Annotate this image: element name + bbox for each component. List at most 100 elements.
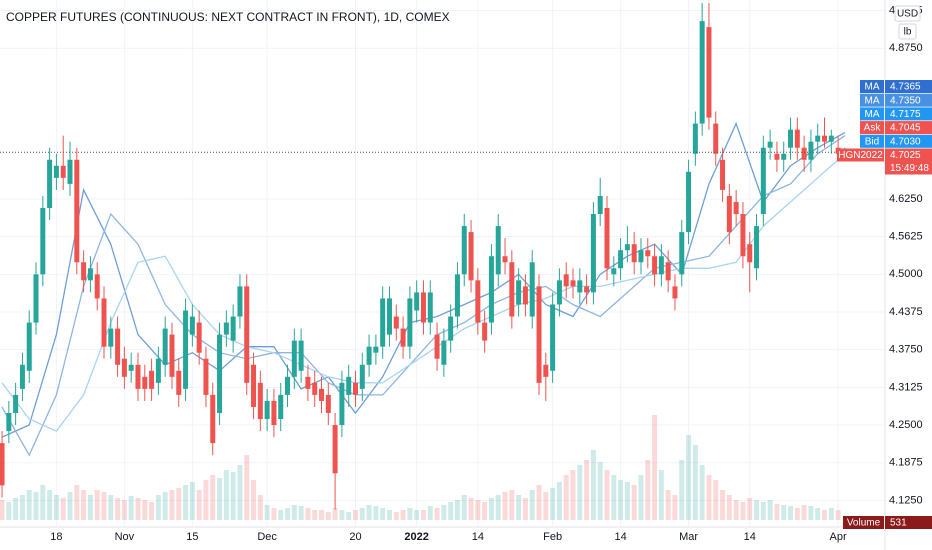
volume-bar [468,498,474,520]
candle-body [251,364,257,407]
volume-bar [543,492,549,520]
y-tick-label: 4.3750 [889,344,923,356]
volume-bar [400,510,406,520]
volume-bar [115,498,121,520]
volume-bar [774,504,780,520]
volume-bar [665,490,671,520]
volume-bar [135,498,141,520]
volume-bar [781,505,787,520]
ma-line [1,153,846,432]
candle-body [713,123,719,154]
volume-bar [40,485,46,520]
candle-body [760,147,766,215]
price-tag-box [885,134,932,148]
price-tag-value: 4.7025 [890,150,921,161]
volume-bar [502,492,508,520]
candle-layer [0,3,848,510]
volume-bar [210,475,216,520]
candle-body [624,244,630,251]
volume-bar [352,510,358,520]
volume-bar [162,492,168,520]
volume-bar [604,470,610,520]
volume-bar [516,495,522,520]
volume-bar [420,510,426,520]
volume-bar [237,465,243,520]
candle-body [237,286,243,317]
candle-body [359,364,365,389]
volume-bar [536,485,542,520]
candle-body [441,340,447,365]
volume-bar [305,508,311,520]
candle-body [108,328,114,347]
candle-body [726,195,732,233]
candle-body [0,443,5,486]
volume-bar [339,510,345,520]
volume-bar [590,450,596,520]
y-tick-label: 4.1875 [889,457,923,469]
candle-body [339,382,345,426]
candle-body [244,286,250,383]
volume-bar [60,498,66,520]
candle-body [556,280,562,305]
volume-bar [169,490,175,520]
volume-name-box [843,516,884,529]
candle-body [597,195,603,215]
volume-bar [556,482,562,520]
candle-body [325,394,331,413]
candle-body [6,412,12,432]
volume-bar [645,460,651,520]
candle-body [373,346,379,353]
volume-bar [155,495,161,520]
candle-body [203,358,209,395]
unit-label[interactable]: lb [904,27,912,38]
volume-value: 531 [890,518,907,529]
unit-button[interactable] [898,23,917,40]
volume-bar [454,500,460,520]
currency-label[interactable]: USD [897,9,918,20]
volume-bar [461,495,467,520]
currency-button[interactable] [894,5,921,22]
candle-body [400,328,406,347]
volume-bar [278,510,284,520]
candle-body [26,322,32,371]
candle-body [679,232,685,275]
candle-body [720,159,726,190]
price-tag-name-box [860,134,884,148]
volume-bar [482,502,488,520]
candle-body [271,400,277,426]
candle-body [658,256,664,275]
candle-body [67,159,73,184]
y-tick-label: 4.6250 [889,193,923,205]
x-tick-label: 20 [349,531,361,543]
candle-body [468,232,474,281]
volume-bar [733,500,739,520]
x-tick-label: Mar [679,531,698,543]
volume-bar [217,478,223,520]
volume-bar [325,512,331,520]
y-tick-label: 4.8750 [889,42,923,54]
price-tag-name: HGN2022 [838,150,883,161]
volume-bar [407,508,413,520]
volume-bar [427,506,433,520]
candle-body [257,382,263,420]
price-tag-name: Ask [864,123,882,134]
candle-body [590,214,596,293]
candle-body [536,286,542,383]
candle-body [13,394,19,413]
candle-body [386,298,392,335]
candle-body [94,274,100,299]
y-tick-label: 4.5000 [889,268,923,280]
volume-bar [87,495,93,520]
x-tick-label: Dec [257,531,277,543]
volume-bar [835,510,841,520]
candle-body [40,208,46,275]
x-tick-label: 14 [744,531,756,543]
volume-bar [244,455,250,520]
candle-body [74,159,80,263]
candle-body [312,382,318,395]
candle-body [822,135,828,142]
candle-body [774,153,780,160]
volume-bar [74,485,80,520]
candle-body [189,316,195,335]
